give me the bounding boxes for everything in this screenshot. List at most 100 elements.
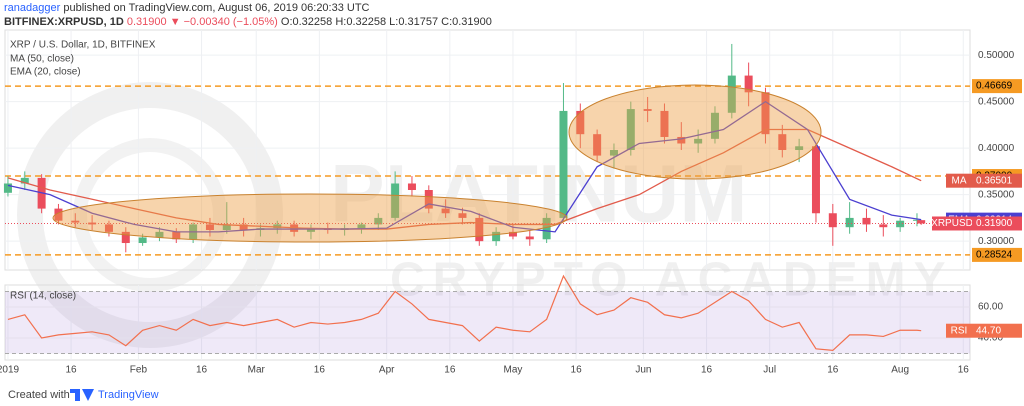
x-tick-label: Apr (379, 365, 395, 376)
y-tick-label: 40.00 (978, 333, 1003, 344)
candle-body (795, 146, 804, 150)
candle-body (862, 217, 871, 225)
price-title: XRP / U.S. Dollar, 1D, BITFINEX (10, 40, 156, 51)
x-tick-label: 16 (958, 365, 970, 376)
candle-body (912, 219, 921, 221)
candle-body (172, 231, 181, 240)
x-tick-label: Jun (635, 365, 651, 376)
indicator-line (7, 128, 922, 230)
tag-value-box (972, 173, 1022, 188)
candle-body (374, 217, 383, 225)
candle-body (155, 231, 164, 238)
candle-body (104, 224, 113, 232)
tag-value-box (972, 323, 1022, 338)
x-tick-label: 16 (827, 365, 839, 376)
candle-body (917, 220, 926, 224)
y-tick-label: 0.40000 (978, 143, 1015, 154)
candle-body (424, 190, 433, 209)
range-ellipse (52, 193, 568, 243)
x-tick-label: 16 (196, 365, 208, 376)
tag-name-box (946, 323, 972, 338)
candle-body (407, 183, 416, 190)
rsi-pane (4, 284, 971, 361)
candle-body (273, 224, 282, 229)
x-tick-label: 16 (314, 365, 326, 376)
candle-body (761, 92, 770, 135)
candle-body (525, 236, 534, 240)
candle-body (778, 134, 787, 150)
change: ▼ −0.00340 (−1.05%) (169, 16, 278, 28)
tag-value: 0.36501 (976, 175, 1013, 186)
candle-body (677, 136, 686, 144)
symbol-line: BITFINEX:XRPUSD, 1D 0.31900 ▼ −0.00340 (… (4, 15, 492, 29)
candle-body (357, 224, 366, 229)
candle-body (609, 150, 618, 156)
x-tick-label: 16 (701, 365, 713, 376)
candle-body (391, 183, 400, 218)
candle-body (458, 213, 467, 218)
candle-body (20, 177, 29, 184)
header: ranadagger published on TradingView.com,… (4, 1, 492, 29)
footer-logo (70, 389, 94, 401)
level-label: 0.46669 (976, 81, 1013, 92)
y-tick-label: 0.50000 (978, 50, 1015, 61)
candle-body (121, 231, 130, 244)
candle-body (508, 231, 517, 237)
y-tick-label: 60.00 (978, 302, 1003, 313)
candle-body (694, 138, 703, 144)
candle-body (593, 134, 602, 156)
candle-body (542, 217, 551, 240)
footer-brand[interactable]: TradingView (98, 389, 159, 401)
candle-body (643, 109, 652, 111)
candle-body (475, 217, 484, 242)
candle-body (896, 220, 905, 228)
candle-body (222, 224, 231, 230)
plot: 2019 16 Feb 16 Mar 16 Apr 16 May 16 Jun 16 Jul 16 Aug 1… (0, 29, 971, 376)
candle-body (71, 220, 80, 223)
x-tick-label: May (504, 365, 523, 376)
x-tick-label: 16 (444, 365, 456, 376)
tag-value: 0.31900 (976, 218, 1013, 229)
candle-body (811, 146, 820, 214)
tags: 0.30000 0.35000 0.40000 0.45000 0.50000 0.466… (931, 50, 1022, 344)
candle-body (744, 75, 753, 93)
annotations (52, 84, 822, 243)
candle-body (626, 109, 635, 150)
publish-line: ranadagger published on TradingView.com,… (4, 1, 492, 15)
rsi-band (5, 291, 970, 354)
rsi-line (7, 274, 922, 352)
y-tick-label: 0.35000 (978, 189, 1015, 200)
candle-body (576, 110, 585, 135)
candle-body (559, 110, 568, 218)
tag-name: RSI (951, 325, 968, 336)
rsi-title: RSI (14, close) (10, 291, 76, 302)
candle-body (3, 183, 12, 193)
candle-body (828, 213, 837, 228)
tag-name: XRPUSD (931, 218, 973, 229)
ohlc: O:0.32258 H:0.32258 L:0.31757 C:0.31900 (280, 16, 492, 28)
symbol: BITFINEX:XRPUSD, 1D (4, 16, 124, 28)
level-tag (972, 247, 1022, 262)
x-tick-label: 16 (66, 365, 78, 376)
y-tick-label: 0.45000 (978, 96, 1015, 107)
candle-body (205, 224, 214, 230)
level-label: 0.28524 (976, 250, 1013, 261)
price-pane (4, 29, 971, 271)
candle-body (727, 75, 736, 113)
x-tick-label: Jul (763, 365, 776, 376)
candle-body (660, 110, 669, 137)
level-tag (972, 79, 1022, 94)
candle-body (441, 208, 450, 214)
footer-prefix: Created with (8, 389, 70, 401)
tag-value: 44.70 (976, 325, 1001, 336)
x-tick-label: 16 (571, 365, 583, 376)
candle-body (239, 224, 248, 230)
published: published on TradingView.com, August 06,… (60, 2, 370, 14)
candle-body (879, 224, 888, 228)
candle-body (54, 208, 63, 221)
author[interactable]: ranadagger (4, 2, 61, 14)
watermark-sub: CRYPTO ACADEMY (390, 254, 954, 307)
y-tick-label: 0.30000 (978, 236, 1015, 247)
